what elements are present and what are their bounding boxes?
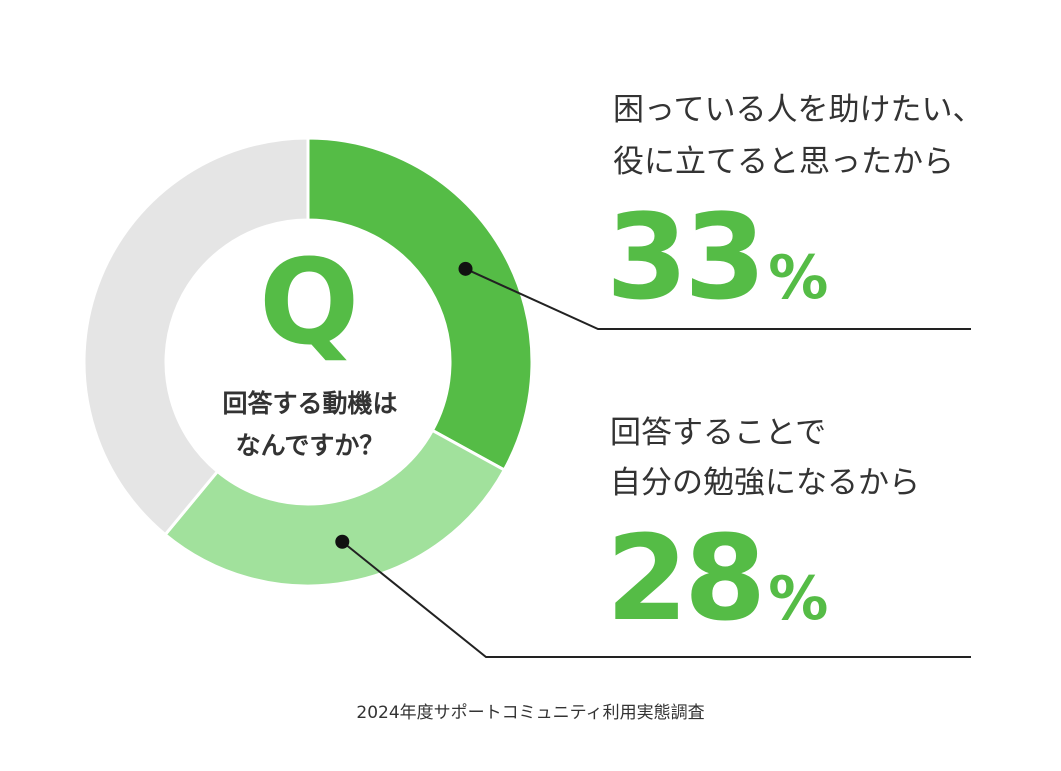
answer-2-label-line-2: 自分の勉強になるから — [610, 465, 920, 501]
donut-slice-3 — [82, 136, 310, 537]
source-caption: 2024年度サポートコミュニティ利用実態調査 — [356, 703, 705, 723]
leader-dot-1 — [458, 261, 473, 276]
answer-1-value: 33 — [606, 188, 766, 326]
donut-slice-2 — [163, 428, 507, 588]
answer-1-unit: % — [768, 243, 829, 313]
answer-2-unit: % — [768, 564, 829, 634]
question-mark-letter: Q — [259, 233, 360, 371]
answer-2-label-line-1: 回答することで — [610, 415, 827, 451]
answer-1-label-line-2: 役に立てると思ったから — [613, 144, 954, 180]
answer-2-value: 28 — [606, 509, 766, 647]
leader-line-2 — [341, 540, 971, 658]
leader-dot-2 — [335, 534, 350, 549]
answer-1-percentage: 33% — [606, 192, 828, 343]
donut-slice-1 — [306, 136, 534, 472]
answer-2-percentage: 28% — [606, 513, 828, 664]
question-text-line-2: なんですか？ — [235, 431, 385, 460]
leader-line-1 — [465, 267, 971, 330]
question-text-line-1: 回答する動機は — [222, 389, 398, 418]
answer-1-label-line-1: 困っている人を助けたい、 — [613, 92, 984, 128]
